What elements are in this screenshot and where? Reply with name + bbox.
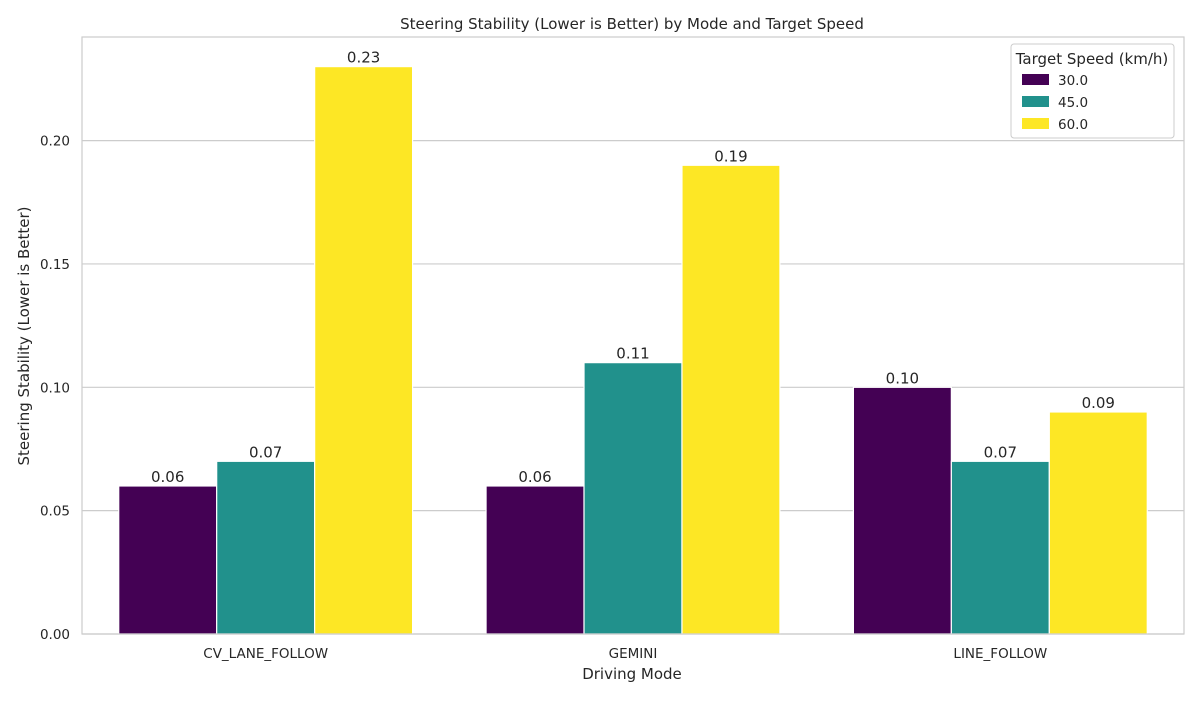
bar-value-label: 0.06 [518, 468, 551, 486]
legend-box [1010, 43, 1175, 139]
bar-45.0-cv_lane_follow [216, 460, 316, 635]
bar-value-label: 0.07 [249, 443, 282, 461]
bar-value-label: 0.10 [886, 369, 919, 387]
bar-value-label: 0.19 [714, 147, 747, 165]
bar-30.0-cv_lane_follow [118, 485, 218, 635]
legend-title: Target Speed (km/h) [1015, 50, 1169, 68]
legend-items: 30.0 45.0 60.0 [1022, 73, 1088, 133]
chart-title: Steering Stability (Lower is Better) by … [400, 15, 864, 33]
legend-swatch [1022, 96, 1049, 107]
bar-60.0-line_follow [1048, 411, 1148, 635]
legend-swatch [1022, 74, 1049, 85]
x-tick-label: GEMINI [609, 646, 658, 662]
x-axis-label: Driving Mode [582, 665, 682, 683]
legend-label: 60.0 [1058, 117, 1088, 133]
legend-label: 30.0 [1058, 73, 1088, 89]
legend-label: 45.0 [1058, 95, 1088, 111]
bar-value-label: 0.06 [151, 468, 184, 486]
bar-45.0-line_follow [950, 460, 1050, 635]
x-tick-label: CV_LANE_FOLLOW [203, 646, 328, 662]
bar-45.0-gemini [583, 362, 683, 635]
data-labels: 0.06 0.07 0.23 0.06 0.11 0.19 0.10 0.07 0.09 [151, 49, 1115, 486]
y-tick-label: 0.15 [40, 257, 70, 273]
bar-30.0-gemini [485, 485, 585, 635]
bar-value-label: 0.11 [616, 345, 649, 363]
y-tick-label: 0.10 [40, 380, 70, 396]
legend: Target Speed (km/h) 30.0 45.0 60.0 [1010, 43, 1175, 139]
bar-60.0-gemini [681, 164, 781, 635]
y-tick-label: 0.20 [40, 134, 70, 150]
bar-value-label: 0.23 [347, 49, 380, 67]
legend-swatch [1022, 118, 1049, 129]
bar-60.0-cv_lane_follow [314, 66, 414, 635]
bar-value-label: 0.07 [984, 443, 1017, 461]
y-axis-label: Steering Stability (Lower is Better) [15, 207, 33, 466]
x-tick-label: LINE_FOLLOW [953, 646, 1047, 662]
y-tick-label: 0.05 [40, 504, 70, 520]
bar-30.0-line_follow [852, 386, 952, 635]
y-tick-label: 0.00 [40, 627, 70, 643]
axes: 0.00 0.05 0.10 0.15 0.20 CV_LANE_FOLLOW GEMINI… [40, 134, 1047, 662]
bars [118, 66, 1148, 635]
plot-frame [81, 36, 1185, 635]
bar-value-label: 0.09 [1082, 394, 1115, 412]
